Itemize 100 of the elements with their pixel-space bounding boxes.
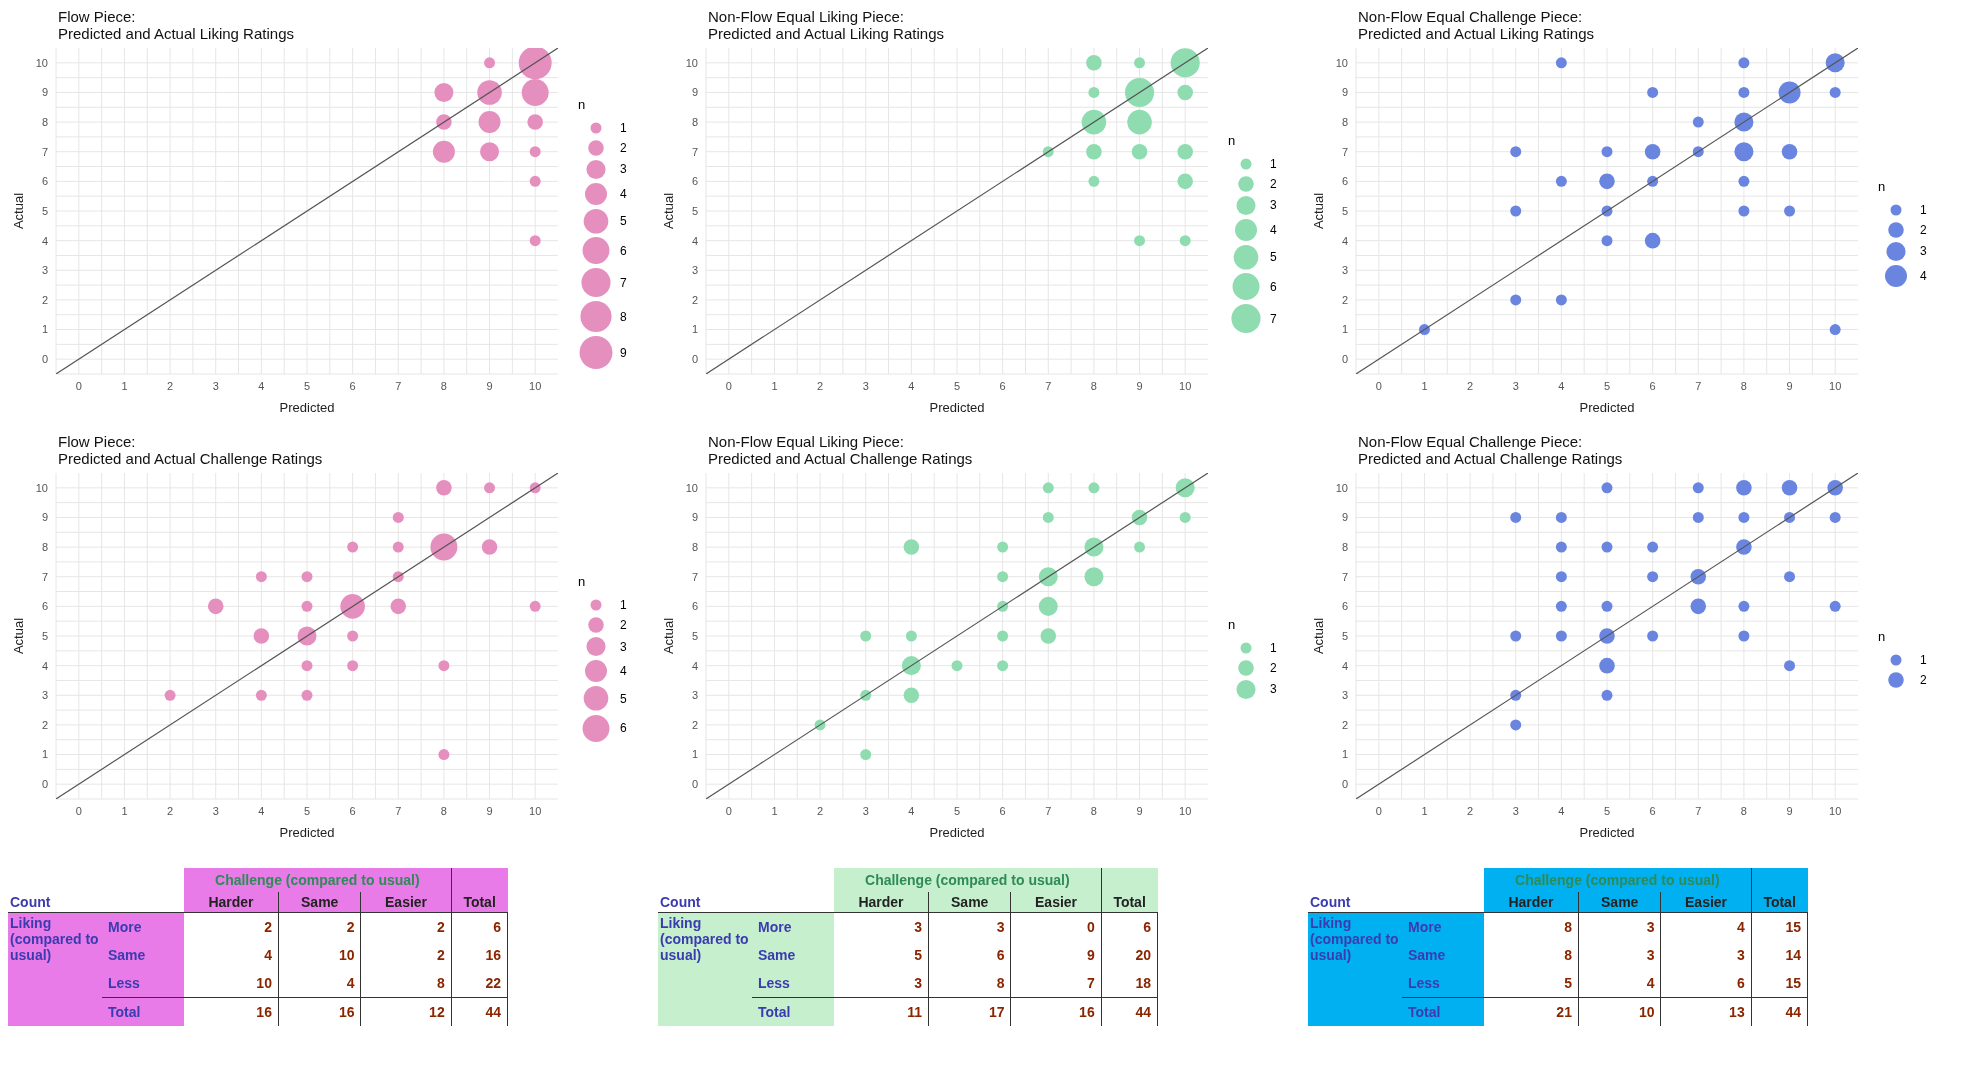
y-tick-label: 5 [41, 204, 48, 217]
x-tick-label: 9 [486, 379, 493, 392]
y-tick-label: 0 [691, 353, 698, 366]
data-label: 4 [1578, 969, 1661, 998]
legend-label: 4 [620, 186, 627, 201]
y-tick-label: 2 [691, 718, 698, 731]
x-tick-label: 6 [1649, 379, 1656, 392]
y-tick-label: 8 [41, 116, 48, 128]
x-tick-label: 8 [1740, 804, 1747, 817]
y-tick-label: 7 [1341, 145, 1348, 158]
legend-label: 2 [1920, 222, 1927, 237]
data-label: 21 [1484, 997, 1579, 1026]
x-tick-label: 8 [440, 379, 447, 392]
x-axis-title: Challenge (compared to usual) [834, 868, 1102, 892]
y-tick-label: Less [1402, 969, 1484, 998]
data-label: 3 [1660, 941, 1752, 969]
y-tick-label: 1 [691, 323, 698, 336]
x-tick-label: 0 [725, 804, 732, 817]
data-label: 16 [184, 997, 279, 1026]
x-tick-label: 0 [75, 804, 82, 817]
x-tick-label: 9 [1136, 379, 1143, 392]
x-tick-label: 4 [908, 379, 915, 392]
y-tick-label: 4 [691, 234, 698, 247]
x-tick-label: 10 [1829, 804, 1842, 817]
x-tick-label: 6 [349, 379, 356, 392]
y-tick-label: 9 [691, 86, 698, 99]
data-label: 44 [1751, 997, 1808, 1026]
y-tick-label: More [752, 912, 834, 941]
x-tick-label: 5 [303, 804, 311, 817]
y-tick-label: 8 [691, 541, 698, 553]
x-tick-label: 1 [121, 379, 128, 392]
x-tick-label: 4 [908, 804, 915, 817]
data-label: 6 [1101, 912, 1158, 941]
x-tick-label: 9 [1786, 379, 1793, 392]
y-axis-title: Actual [660, 192, 676, 230]
x-axis-title: Challenge (compared to usual) [184, 868, 452, 892]
data-label: 3 [1578, 941, 1661, 969]
legend-label: 2 [1920, 672, 1927, 687]
chart-title: Non-Flow Equal Liking Piece: Predicted and Actual Liking Ratings [707, 8, 945, 44]
data-label: 16 [278, 997, 361, 1026]
x-tick-label: Easier [1010, 892, 1102, 913]
y-tick-label: 1 [691, 748, 698, 761]
y-tick-label: 1 [1341, 748, 1348, 761]
legend-label: 7 [620, 275, 627, 290]
y-tick-label: 0 [1341, 778, 1348, 791]
data-label: 18 [1101, 969, 1158, 998]
legend-label: 5 [620, 691, 627, 706]
data-label: 4 [184, 941, 279, 969]
x-tick-label: 7 [1695, 804, 1702, 817]
y-tick-label: 10 [685, 481, 698, 494]
y-tick-label: 0 [691, 778, 698, 791]
legend-label: 1 [1920, 652, 1927, 667]
x-tick-label: 3 [1512, 804, 1519, 817]
data-label: 4 [1660, 912, 1752, 941]
x-axis-title: Predicted [1579, 825, 1635, 840]
legend-label: 1 [1920, 202, 1927, 217]
data-label: 10 [184, 969, 279, 998]
y-tick-label: 10 [1335, 56, 1348, 69]
x-tick-label: 9 [486, 804, 493, 817]
y-axis-title: Actual [10, 192, 26, 230]
legend-label: 2 [620, 140, 627, 155]
y-tick-label: 6 [41, 175, 48, 188]
x-tick-label: 3 [862, 379, 869, 392]
data-label: 8 [928, 969, 1011, 998]
x-tick-label: 2 [817, 379, 824, 392]
data-label: 8 [1484, 912, 1579, 941]
y-tick-label: 1 [41, 323, 48, 336]
x-tick-label: 2 [167, 804, 174, 817]
chart-title: Flow Piece: Predicted and Actual Challenge Ratings [57, 433, 324, 469]
x-tick-label: Same [278, 892, 361, 913]
y-tick-label: Less [752, 969, 834, 998]
data-label: 3 [834, 969, 929, 998]
y-tick-label: 8 [41, 541, 48, 553]
y-tick-label: 3 [691, 689, 698, 702]
y-tick-label: 4 [1341, 234, 1348, 247]
x-tick-label: Same [1578, 892, 1661, 913]
x-tick-label: 6 [999, 804, 1006, 817]
data-label: 8 [1484, 941, 1579, 969]
x-axis-title: Predicted [929, 400, 985, 415]
x-tick-label: 3 [862, 804, 869, 817]
data-label: 12 [360, 997, 452, 1026]
y-tick-label: 2 [41, 718, 48, 731]
legend-label: 6 [1270, 279, 1277, 294]
data-label: 44 [451, 997, 508, 1026]
data-label: 10 [1578, 997, 1661, 1026]
x-tick-label: 1 [1421, 804, 1428, 817]
y-tick-label: 7 [41, 145, 48, 158]
x-tick-label: 1 [121, 804, 128, 817]
y-tick-label: 6 [1341, 175, 1348, 188]
x-tick-label: 3 [212, 804, 219, 817]
y-tick-label: 7 [691, 145, 698, 158]
y-tick-label: 5 [41, 629, 48, 642]
text: Count [1308, 892, 1484, 913]
y-tick-label: 5 [1341, 629, 1348, 642]
y-tick-label: 9 [41, 511, 48, 524]
data-label: 17 [928, 997, 1011, 1026]
x-axis-title: Predicted [279, 400, 335, 415]
x-axis-title: Predicted [929, 825, 985, 840]
x-tick-label: 1 [1421, 379, 1428, 392]
y-tick-label: Total [102, 997, 184, 1026]
